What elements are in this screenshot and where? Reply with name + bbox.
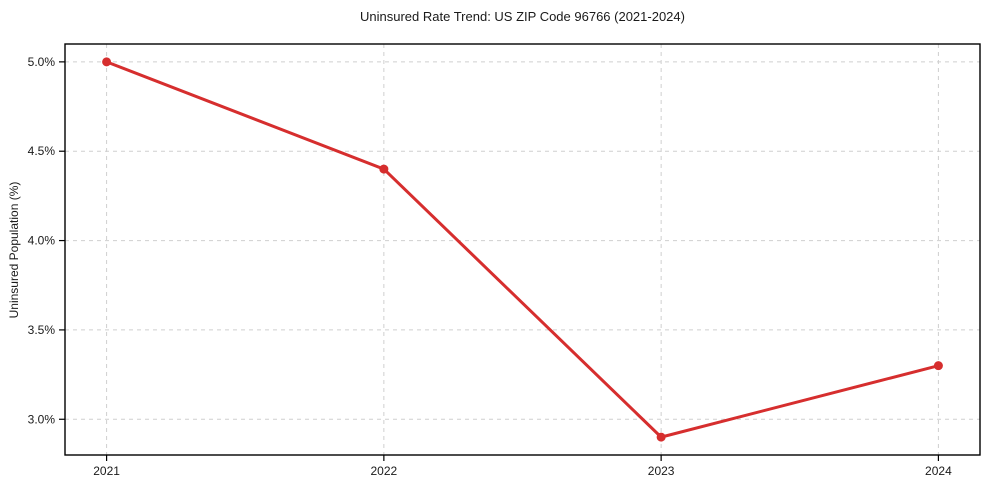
y-axis-label: Uninsured Population (%) — [7, 181, 21, 319]
data-point-2022 — [379, 164, 389, 174]
x-tick-label: 2021 — [93, 464, 120, 478]
trend-line — [105, 60, 940, 439]
y-tick-label: 3.5% — [28, 323, 56, 337]
data-point-2021 — [102, 57, 112, 67]
plot-border — [64, 43, 981, 456]
y-tick-label: 5.0% — [28, 55, 56, 69]
x-tick-label: 2024 — [925, 464, 952, 478]
chart-title: Uninsured Rate Trend: US ZIP Code 96766 … — [360, 9, 685, 24]
data-point-2024 — [933, 361, 943, 371]
y-tick-label: 4.0% — [28, 234, 56, 248]
x-tick-label: 2022 — [371, 464, 398, 478]
y-tick-label: 4.5% — [28, 144, 56, 158]
data-point-2023 — [656, 432, 666, 442]
x-tick-label: 2023 — [648, 464, 675, 478]
y-tick-label: 3.0% — [28, 412, 56, 426]
